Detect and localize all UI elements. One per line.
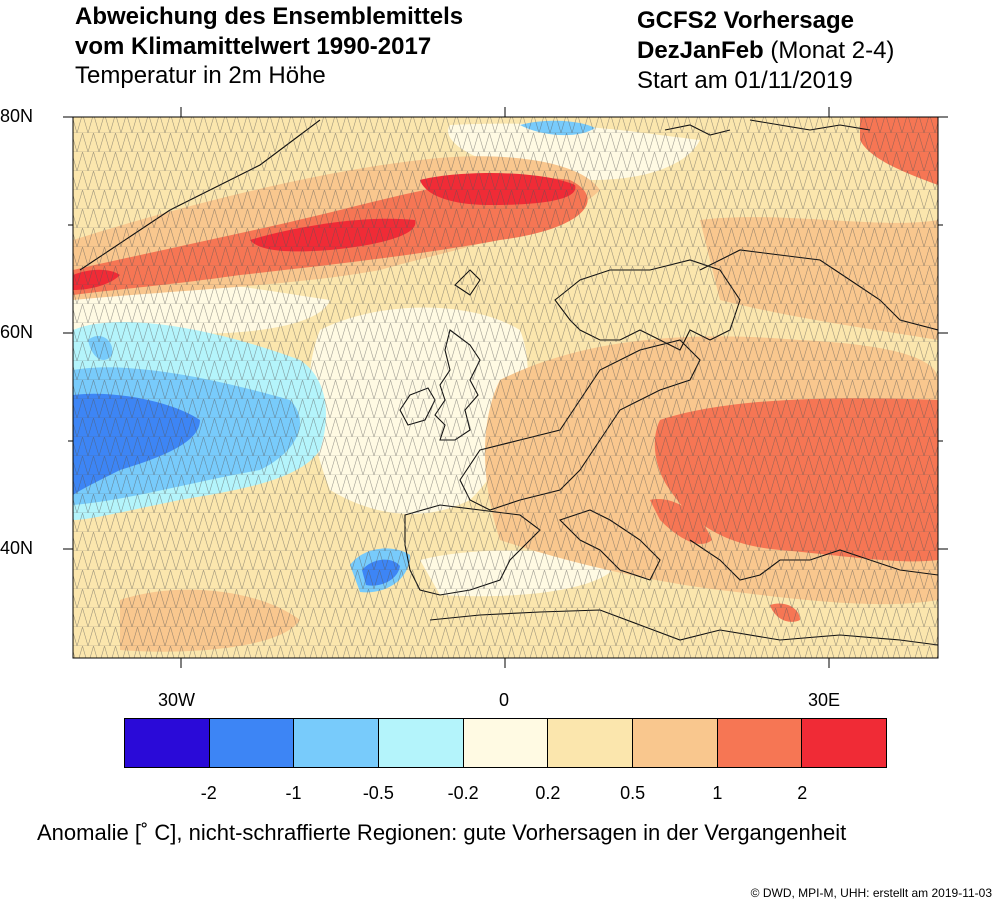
title-line-1: Abweichung des Ensemblemittels: [75, 3, 464, 30]
title-line-3: Temperatur in 2m Höhe: [75, 62, 326, 89]
title-left: Abweichung des Ensemblemittels vom Klima…: [75, 2, 595, 90]
season-line: DezJanFeb (Monat 2-4): [637, 36, 997, 66]
colorbar-segment: [125, 719, 210, 767]
axis-ticks: [63, 107, 948, 668]
colorbar-label: -0.5: [362, 783, 394, 803]
colorbar-segment: [717, 719, 803, 767]
credit-text: © DWD, MPI-M, UHH: erstellt am 2019-11-0…: [750, 886, 992, 900]
colorbar-label: 0.5: [620, 783, 646, 803]
colorbar-segment: [633, 719, 718, 767]
colorbar-segment: [294, 719, 380, 767]
title-right: GCFS2 Vorhersage DezJanFeb (Monat 2-4) S…: [637, 6, 997, 96]
colorbar-label: -2: [200, 783, 217, 803]
season-name: DezJanFeb: [637, 37, 764, 64]
colorbar-label: -1: [285, 783, 302, 803]
title-line-2: vom Klimamittelwert 1990-2017: [75, 33, 432, 60]
colorbar-segment: [209, 719, 295, 767]
season-months: (Monat 2-4): [763, 37, 895, 64]
colorbar-segment: [802, 719, 887, 767]
legend-caption: Anomalie [˚ C], nicht-schraffierte Regio…: [37, 820, 847, 845]
lat-label-80n: 80N: [0, 106, 34, 126]
colorbar-label: 0.2: [535, 783, 561, 803]
hatch-overlay: [73, 117, 938, 658]
lat-label-40n: 40N: [0, 538, 34, 558]
lon-label-30w: 30W: [158, 690, 196, 710]
lon-label-0: 0: [499, 690, 510, 710]
colorbar-segment: [379, 719, 464, 767]
colorbar-label: -0.2: [447, 783, 479, 803]
colorbar-label: 2: [797, 783, 808, 803]
model-title: GCFS2 Vorhersage: [637, 7, 854, 34]
colorbar-segment: [548, 719, 634, 767]
colorbar-label: 1: [712, 783, 723, 803]
lon-label-30e: 30E: [808, 690, 841, 710]
start-date: Start am 01/11/2019: [637, 67, 853, 94]
colorbar: [124, 718, 887, 768]
colorbar-segment: [463, 719, 549, 767]
lat-label-60n: 60N: [0, 322, 34, 342]
